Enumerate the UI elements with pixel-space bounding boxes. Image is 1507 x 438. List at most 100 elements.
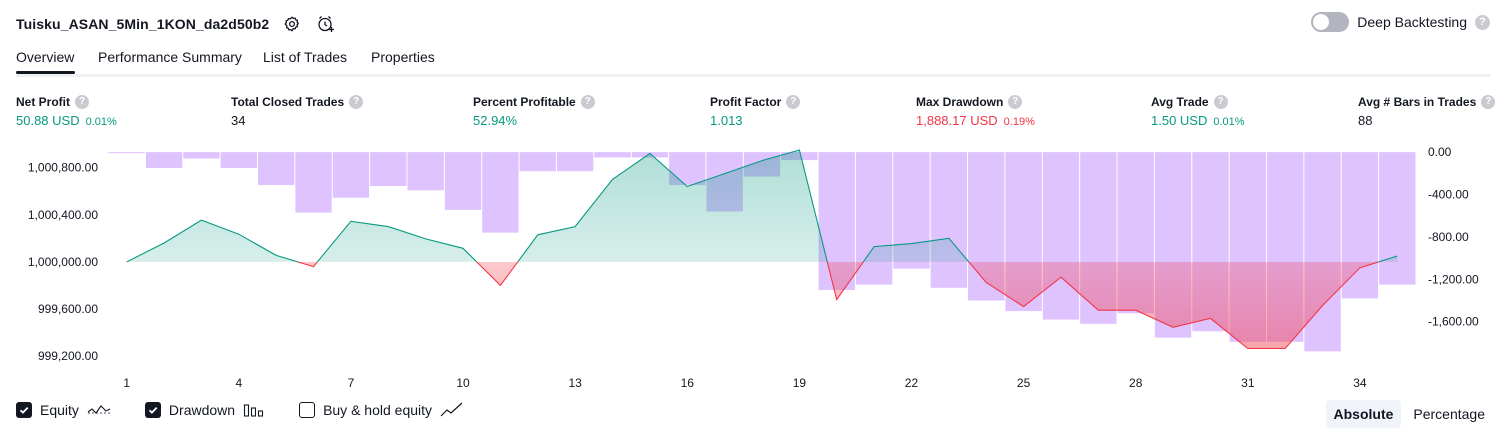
stat-value: 50.88 USD	[16, 113, 80, 128]
x-axis-tick-label: 1	[123, 376, 130, 390]
tab-properties[interactable]: Properties	[371, 49, 435, 65]
stat-total-closed-trades: Total Closed Trades? 34	[231, 94, 364, 128]
left-axis-tick-label: 1,000,400.00	[28, 208, 98, 222]
equity-checkbox[interactable]	[16, 402, 32, 418]
left-axis-tick-label: 999,600.00	[38, 302, 98, 316]
info-icon[interactable]: ?	[1213, 94, 1228, 109]
equity-line-icon	[87, 405, 111, 414]
tab-list-of-trades[interactable]: List of Trades	[263, 49, 348, 65]
active-tab-underline	[16, 71, 75, 74]
right-axis: 0.00 -400.00 -800.00 -1,200.00 -1,600.00	[1428, 145, 1479, 329]
x-axis-tick-label: 22	[905, 376, 919, 390]
drawdown-bar	[295, 152, 332, 213]
drawdown-bar	[1379, 152, 1416, 285]
legend-buy-hold[interactable]: Buy & hold equity	[299, 402, 464, 418]
stat-value: 1.013	[710, 113, 743, 128]
info-icon[interactable]: ?	[786, 94, 801, 109]
right-axis-tick-label: 0.00	[1428, 145, 1452, 159]
drawdown-bars-icon	[244, 404, 264, 417]
drawdown-bar	[444, 152, 482, 210]
stat-percent: 0.19%	[1003, 116, 1035, 128]
tab-performance-summary[interactable]: Performance Summary	[98, 49, 242, 65]
tab-overview[interactable]: Overview	[16, 49, 75, 65]
drawdown-bar	[257, 152, 295, 185]
legend-label: Drawdown	[168, 402, 236, 418]
drawdown-bar	[370, 152, 407, 187]
info-icon[interactable]: ?	[580, 94, 595, 109]
left-axis-tick-label: 1,000,000.00	[28, 255, 98, 269]
equity-profit-area	[126, 150, 1398, 262]
tab-bar: Overview Performance Summary List of Tra…	[16, 44, 1491, 77]
info-icon[interactable]: ?	[1008, 94, 1023, 109]
equity-loss-area	[126, 261, 1398, 349]
mode-percentage[interactable]: Percentage	[1413, 406, 1485, 422]
header: Tuisku_ASAN_5Min_1KON_da2d50b2	[16, 12, 337, 36]
left-axis-tick-label: 999,200.00	[38, 349, 98, 363]
deep-backtesting-help-icon[interactable]: ?	[1475, 14, 1490, 30]
legend-label: Equity	[40, 402, 79, 418]
deep-backtesting: Deep Backtesting ?	[1311, 12, 1490, 32]
buy-hold-checkbox[interactable]	[299, 402, 316, 418]
stat-value: 52.94%	[473, 113, 518, 128]
buy-hold-line-icon	[440, 402, 463, 417]
drawdown-checkbox[interactable]	[144, 402, 161, 418]
legend-label: Buy & hold equity	[323, 402, 433, 418]
stat-net-profit: Net Profit? 50.88 USD 0.01%	[16, 94, 117, 128]
x-axis-tick-label: 28	[1129, 376, 1143, 390]
equity-drawdown-chart[interactable]: 1,000,800.00 1,000,400.00 1,000,000.00 999,…	[0, 140, 1507, 395]
drawdown-bar	[482, 152, 519, 233]
equity-fill	[126, 150, 1398, 349]
drawdown-bar	[145, 152, 183, 169]
x-axis-tick-label: 10	[456, 376, 470, 390]
stat-label: Profit Factor	[710, 94, 782, 109]
x-axis-tick-label: 34	[1353, 376, 1367, 390]
drawdown-bar	[519, 152, 556, 172]
stat-label: Avg # Bars in Trades	[1358, 94, 1477, 109]
stat-avg-bars-in-trades: Avg # Bars in Trades? 88	[1358, 94, 1496, 128]
drawdown-bar	[332, 152, 370, 198]
drawdown-bar	[1042, 152, 1080, 320]
settings-icon[interactable]	[281, 13, 303, 35]
x-axis-tick-label: 13	[568, 376, 582, 390]
x-axis-tick-label: 19	[793, 376, 807, 390]
stat-avg-trade: Avg Trade? 1.50 USD 0.01%	[1151, 94, 1245, 128]
right-axis-tick-label: -1,600.00	[1428, 315, 1479, 329]
mode-absolute[interactable]: Absolute	[1325, 400, 1402, 428]
toggle-knob	[1313, 14, 1330, 30]
stat-label: Avg Trade	[1151, 94, 1209, 109]
equity-line-loss	[126, 261, 1381, 350]
legend-equity[interactable]: Equity	[16, 402, 111, 418]
info-icon[interactable]: ?	[349, 94, 364, 109]
info-icon[interactable]: ?	[75, 94, 89, 109]
stat-value: 1,888.17 USD	[916, 113, 998, 128]
stat-label: Max Drawdown	[916, 94, 1004, 109]
deep-backtesting-toggle[interactable]	[1311, 12, 1350, 32]
drawdown-bar	[108, 152, 145, 154]
stat-label: Total Closed Trades	[231, 94, 345, 109]
display-mode-switch: Absolute Percentage	[1322, 400, 1494, 428]
x-axis-tick-label: 16	[681, 376, 695, 390]
right-axis-tick-label: -400.00	[1428, 188, 1469, 202]
deep-backtesting-label: Deep Backtesting	[1357, 14, 1467, 30]
equity-line	[126, 149, 1398, 350]
drawdown-bar	[220, 152, 257, 169]
stat-percent-profitable: Percent Profitable? 52.94%	[473, 94, 595, 128]
right-axis-tick-label: -1,200.00	[1428, 272, 1479, 286]
x-axis-tick-label: 25	[1017, 376, 1031, 390]
stat-profit-factor: Profit Factor? 1.013	[710, 94, 801, 128]
chart-legend: Equity Drawdown Buy & hold equity	[16, 402, 498, 418]
drawdown-bar	[930, 152, 968, 288]
stat-value: 1.50 USD	[1151, 113, 1208, 128]
drawdown-bar	[183, 152, 220, 159]
x-axis: 1 4 7 10 13 16 19 22 25 28 31 34	[123, 376, 1367, 390]
equity-line-profit	[126, 149, 1398, 262]
strategy-title: Tuisku_ASAN_5Min_1KON_da2d50b2	[16, 16, 270, 32]
legend-drawdown[interactable]: Drawdown	[144, 402, 265, 418]
stat-max-drawdown: Max Drawdown? 1,888.17 USD 0.19%	[916, 94, 1035, 128]
drawdown-bar	[594, 152, 631, 158]
stat-label: Net Profit	[16, 94, 70, 109]
add-alert-icon[interactable]	[315, 13, 337, 35]
drawdown-bar	[407, 152, 444, 191]
stat-value: 88	[1358, 113, 1373, 128]
info-icon[interactable]: ?	[1481, 94, 1496, 109]
